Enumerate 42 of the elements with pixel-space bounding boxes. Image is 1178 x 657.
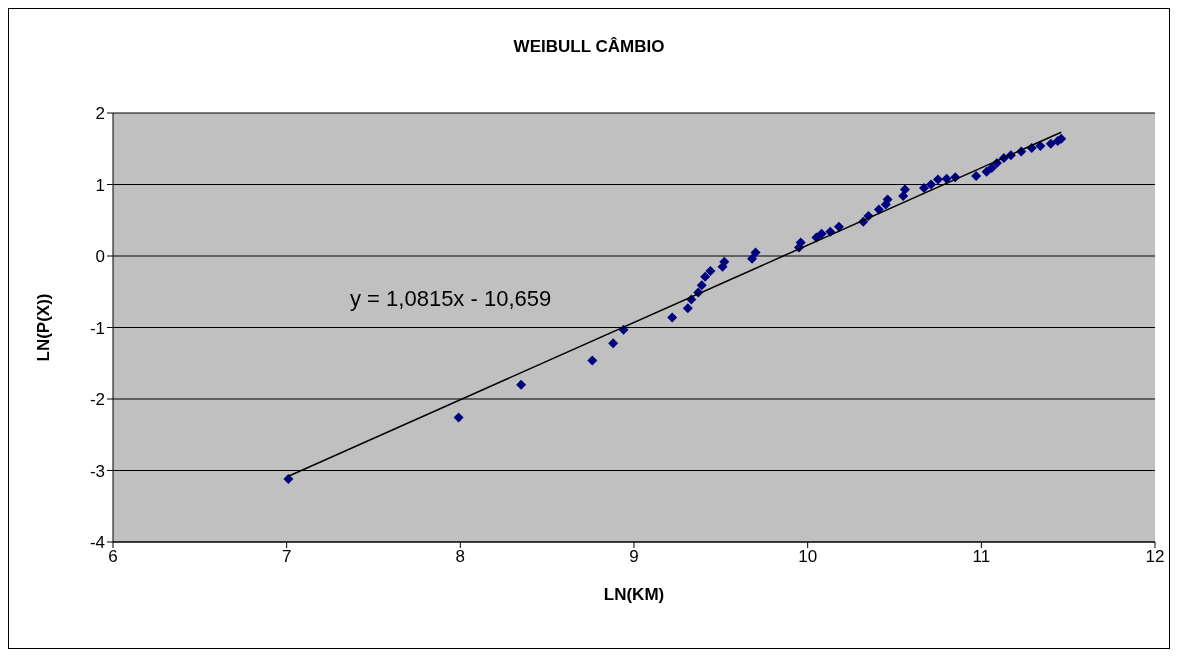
point [932, 174, 943, 185]
x-tick-label: 8 [455, 547, 466, 567]
point [516, 379, 527, 390]
point [705, 266, 716, 277]
annotation: y = 1,0815x - 10,659 [350, 286, 552, 312]
point [986, 163, 997, 174]
x-tick-label: 10 [798, 547, 818, 567]
point [816, 228, 827, 239]
x-tick-label: 6 [108, 547, 118, 567]
point [919, 183, 930, 194]
point [971, 170, 982, 181]
point [750, 247, 761, 258]
x-tick-label: 12 [1145, 547, 1165, 567]
x-tick-label: 9 [629, 547, 639, 567]
point [283, 474, 294, 485]
point [696, 280, 707, 291]
point [608, 338, 619, 349]
point [833, 221, 844, 232]
y-axis-title: LN(P(X)) [34, 293, 54, 362]
point [682, 303, 693, 314]
y-tick-label: -1 [89, 318, 105, 338]
x-tick-label: 11 [972, 547, 991, 567]
x-axis-title: LN(KM) [603, 585, 665, 604]
y-tick-label: -2 [89, 390, 105, 410]
point [899, 184, 910, 195]
point [667, 312, 678, 323]
point [981, 166, 992, 177]
point [925, 179, 936, 190]
point [453, 412, 464, 423]
point [941, 173, 952, 184]
chart-title: WEIBULL CÂMBIO [512, 37, 666, 57]
y-tick-label: 2 [95, 104, 105, 124]
point [587, 355, 598, 366]
x-tick-label: 7 [281, 547, 292, 567]
point [1045, 138, 1056, 149]
point [898, 190, 909, 201]
y-tick-label: 1 [95, 175, 105, 195]
y-tick-label: -4 [89, 533, 105, 553]
y-tick-label: 0 [95, 247, 105, 267]
point [700, 271, 711, 282]
point [747, 253, 758, 264]
y-tick-label: -3 [89, 461, 105, 481]
